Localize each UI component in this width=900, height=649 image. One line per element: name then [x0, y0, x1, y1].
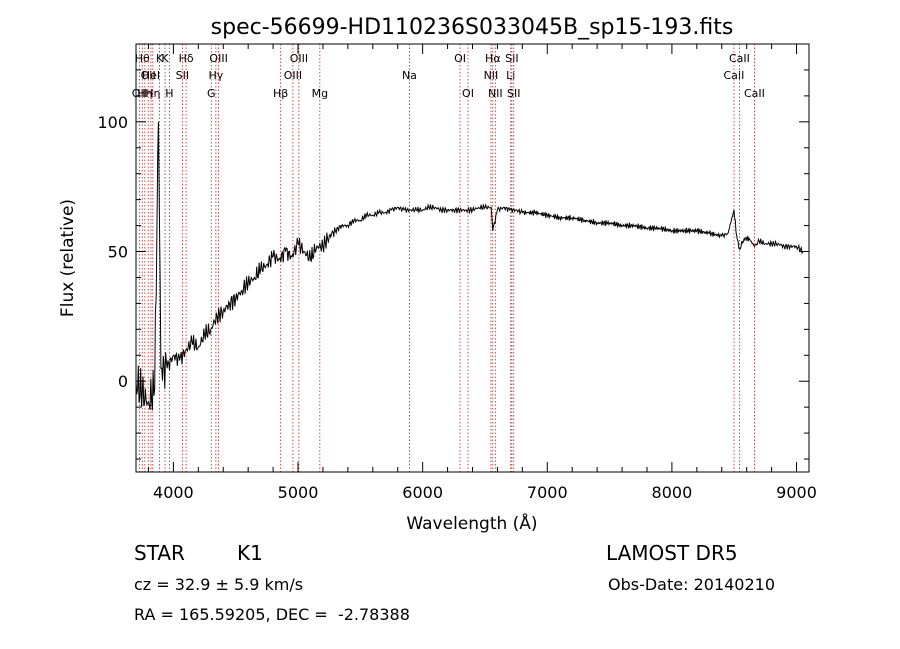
marker-label-4: HeI [142, 69, 160, 82]
marker-label-17: Mg [312, 87, 328, 100]
marker-label-9: SII [176, 69, 189, 82]
marker-label-27: CaII [724, 69, 745, 82]
marker-label-5: Hη [145, 87, 160, 100]
marker-label-28: CaII [729, 52, 750, 65]
plot-frame [135, 43, 810, 473]
spectrum-series [135, 121, 804, 411]
marker-label-2: Hη [137, 87, 152, 100]
x-tick-label-2: 6000 [402, 483, 443, 502]
marker-label-7: K [161, 52, 169, 65]
marker-label-14: Hβ [273, 87, 288, 100]
marker-label-25: SII [505, 52, 518, 65]
marker-label-1: Hθ [135, 52, 150, 65]
x-axis-label: Wavelength (Å) [406, 512, 537, 534]
emission-line-markers: OIIHθHηOIIHeIHηKKHSIIHδGHγOIIIHβOIIIOIII… [132, 44, 765, 472]
y-tick-label-0: 0 [118, 372, 128, 391]
marker-label-24: Li [506, 69, 515, 82]
x-tick-label-1: 5000 [278, 483, 319, 502]
marker-label-16: OIII [290, 52, 308, 65]
object-subclass: K1 [237, 541, 263, 565]
y-tick-label-1: 50 [108, 243, 128, 262]
axis-ticks: 4000 5000 6000 7000 8000 9000 0 50 100 [97, 43, 817, 502]
x-tick-label-5: 9000 [776, 483, 817, 502]
spectrum-line [135, 121, 804, 411]
object-class: STAR [134, 541, 185, 565]
marker-label-19: OI [454, 52, 466, 65]
marker-label-22: Hα [485, 52, 501, 65]
marker-label-26: SII [507, 87, 520, 100]
marker-label-13: OIII [209, 52, 227, 65]
marker-label-15: OIII [284, 69, 302, 82]
survey-release: LAMOST DR5 [606, 541, 738, 565]
marker-label-21: NII [484, 69, 499, 82]
marker-label-3: OII [141, 69, 156, 82]
marker-label-11: G [207, 87, 216, 100]
y-axis-label: Flux (relative) [58, 199, 78, 317]
observation-date: Obs-Date: 20140210 [608, 575, 776, 594]
redshift-velocity: cz = 32.9 ± 5.9 km/s [134, 575, 304, 594]
marker-label-8: H [165, 87, 173, 100]
marker-label-23: NII [488, 87, 503, 100]
marker-label-29: CaII [744, 87, 765, 100]
coordinates: RA = 165.59205, DEC = -2.78388 [134, 605, 410, 624]
x-tick-label-0: 4000 [153, 483, 194, 502]
marker-label-20: OI [462, 87, 474, 100]
x-tick-label-4: 8000 [652, 483, 693, 502]
marker-label-18: Na [402, 69, 417, 82]
marker-label-10: Hδ [179, 52, 194, 65]
chart-title: spec-56699-HD110236S033045B_sp15-193.fit… [211, 15, 734, 40]
y-tick-label-2: 100 [97, 113, 128, 132]
x-tick-label-3: 7000 [527, 483, 568, 502]
marker-label-12: Hγ [208, 69, 223, 82]
marker-label-6: K [156, 52, 164, 65]
